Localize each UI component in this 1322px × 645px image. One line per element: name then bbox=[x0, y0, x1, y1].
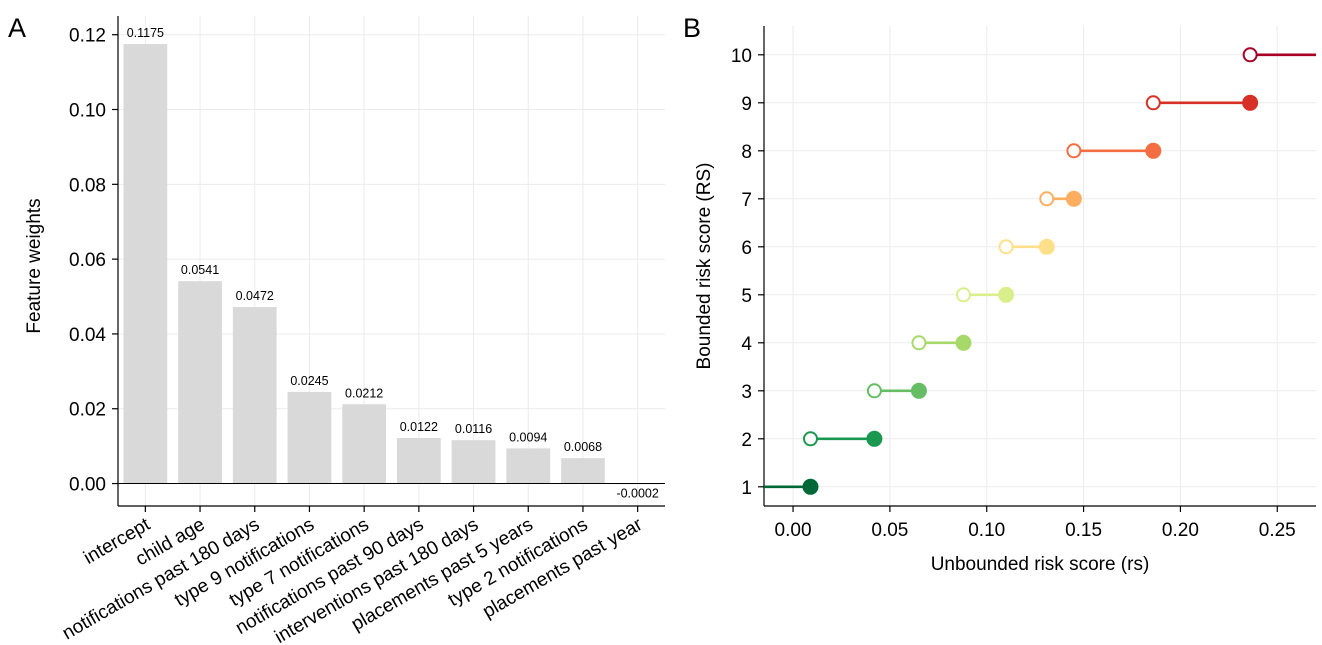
closed-endpoint bbox=[1145, 142, 1162, 159]
open-endpoint bbox=[1039, 191, 1055, 207]
closed-endpoint bbox=[1065, 190, 1082, 207]
bar bbox=[178, 281, 222, 484]
bar-value-label: 0.0094 bbox=[509, 430, 547, 444]
panel-a-bars bbox=[123, 44, 660, 485]
closed-endpoint bbox=[998, 286, 1015, 303]
y-tick-label: 0.12 bbox=[69, 26, 106, 47]
y-tick-label: 8 bbox=[741, 142, 752, 163]
y-tick-label: 9 bbox=[741, 94, 752, 115]
panel-b-x-axis-label: Unbounded risk score (rs) bbox=[931, 554, 1150, 575]
bar bbox=[561, 458, 605, 484]
bar-value-label: -0.0002 bbox=[616, 487, 658, 501]
y-tick-label: 0.06 bbox=[69, 250, 106, 271]
panel-b-x-ticks: 0.00 0.05 0.10 0.15 0.20 0.25 bbox=[775, 506, 1296, 541]
y-tick-label: 6 bbox=[741, 238, 752, 259]
panel-a-axes bbox=[117, 16, 665, 507]
open-endpoint bbox=[1145, 95, 1161, 111]
closed-endpoint bbox=[802, 478, 819, 495]
panel-a-value-labels: 0.1175 0.0541 0.0472 0.0245 0.0212 0.0122 0.01… bbox=[127, 26, 659, 501]
bar bbox=[396, 437, 441, 484]
y-tick-label: 0.04 bbox=[69, 325, 106, 346]
x-tick-label: 0.05 bbox=[871, 520, 908, 541]
open-endpoint bbox=[1242, 47, 1258, 63]
y-tick-label: 1 bbox=[741, 478, 752, 499]
bar-value-label: 0.0541 bbox=[181, 263, 219, 277]
panel-a-y-axis-label: Feature weights bbox=[24, 198, 45, 333]
y-tick-label: 0.02 bbox=[69, 400, 106, 421]
open-endpoint bbox=[1066, 143, 1082, 159]
bar bbox=[506, 448, 551, 484]
panel-b-label: B bbox=[683, 13, 701, 43]
y-tick-label: 0.10 bbox=[69, 101, 106, 122]
closed-endpoint bbox=[866, 430, 883, 447]
y-tick-label: 0.00 bbox=[69, 475, 106, 496]
y-tick-label: 2 bbox=[741, 430, 752, 451]
x-tick-label: 0.20 bbox=[1162, 520, 1199, 541]
bar-value-label: 0.0212 bbox=[345, 386, 383, 400]
closed-endpoint bbox=[1038, 238, 1055, 255]
open-endpoint bbox=[911, 335, 927, 351]
x-tick-label: 0.25 bbox=[1259, 520, 1296, 541]
panel-a-y-ticks: 0.00 0.02 0.04 0.06 0.08 0.10 0.12 bbox=[69, 26, 118, 496]
closed-endpoint bbox=[955, 334, 972, 351]
panel-b-y-ticks: 1 2 3 4 5 6 7 8 9 10 bbox=[731, 46, 764, 499]
x-tick-label: 0.10 bbox=[968, 520, 1005, 541]
bar-value-label: 0.0116 bbox=[455, 422, 492, 436]
panel-a-bar-chart: 0.1175 0.0541 0.0472 0.0245 0.0212 0.0122 0.01… bbox=[8, 13, 665, 645]
bar-value-label: 0.0122 bbox=[400, 420, 438, 434]
panel-b-step-chart: 1 2 3 4 5 6 7 8 9 10 0.00 0.05 0.10 0.15 0.20 0.25 B U… bbox=[683, 13, 1316, 575]
bar-value-label: 0.0245 bbox=[290, 374, 328, 388]
bar bbox=[451, 440, 496, 484]
y-tick-label: 0.08 bbox=[69, 175, 106, 196]
bar-value-label: 0.1175 bbox=[127, 26, 164, 40]
bar bbox=[123, 44, 168, 484]
bar-value-label: 0.0472 bbox=[236, 289, 274, 303]
bar bbox=[342, 404, 387, 484]
bar bbox=[232, 307, 277, 484]
x-tick-label: 0.15 bbox=[1065, 520, 1102, 541]
open-endpoint bbox=[866, 383, 882, 399]
y-tick-label: 3 bbox=[741, 382, 752, 403]
panel-a-label: A bbox=[8, 13, 26, 43]
closed-endpoint bbox=[1242, 94, 1259, 111]
panel-b-grid bbox=[764, 26, 1316, 506]
y-tick-label: 5 bbox=[741, 286, 752, 307]
y-tick-label: 4 bbox=[741, 334, 752, 355]
y-tick-label: 7 bbox=[741, 190, 752, 211]
panel-b-y-axis-label: Bounded risk score (RS) bbox=[694, 163, 715, 370]
bar bbox=[287, 391, 332, 484]
open-endpoint bbox=[955, 287, 971, 303]
panel-b-series bbox=[764, 47, 1316, 495]
panel-b-axes bbox=[763, 26, 1316, 507]
panel-a-grid bbox=[118, 16, 665, 506]
bar-value-label: 0.0068 bbox=[564, 440, 602, 454]
open-endpoint bbox=[998, 239, 1014, 255]
closed-endpoint bbox=[910, 382, 927, 399]
y-tick-label: 10 bbox=[731, 46, 752, 67]
x-tick-label: 0.00 bbox=[775, 520, 812, 541]
open-endpoint bbox=[802, 431, 818, 447]
